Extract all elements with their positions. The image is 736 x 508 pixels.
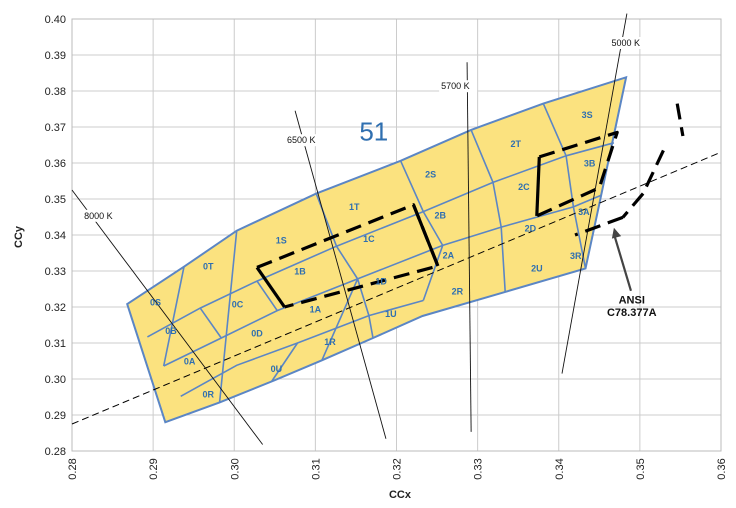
- x-tick-label: 0.32: [392, 458, 404, 479]
- bin-label: 0A: [184, 357, 196, 367]
- ansi-quadrangle-side: [535, 156, 541, 216]
- ansi-quadrangle-side: [255, 266, 286, 308]
- bin-label: 1D: [375, 277, 387, 287]
- bin-label: 0U: [271, 364, 283, 374]
- bin-labels: 0S 0B 0A 0R 0T 0C 0D 0U 1S 1B 1A 1R 1T 1C 1D 1U 2S 2B 2A 2R…: [150, 110, 657, 400]
- annotation-51: 51: [359, 117, 388, 147]
- y-tick-label: 0.40: [45, 14, 66, 26]
- x-tick-label: 0.31: [310, 458, 322, 479]
- ansi-quadrangles: [255, 103, 685, 309]
- y-tick-label: 0.28: [45, 446, 66, 458]
- annotation-ansi: ANSI: [619, 294, 645, 306]
- y-tick-label: 0.33: [45, 266, 66, 278]
- bin-label: 0C: [232, 300, 244, 310]
- bin-divider-line: [218, 230, 238, 403]
- x-axis-title: CCx: [389, 489, 412, 501]
- bin-label: 1A: [310, 304, 322, 314]
- ansi-quadrangle-dashed: [574, 215, 624, 237]
- reference-lines: 8000 K 6500 K 5700 K 5000 K: [71, 13, 722, 445]
- bin-label: 1T: [349, 202, 360, 212]
- bin-divider-line: [542, 103, 587, 269]
- isotherm-line: [294, 110, 387, 439]
- isotherm-label-bg: [82, 209, 121, 222]
- isotherm-label-bg: [284, 134, 323, 147]
- x-tick-label: 0.28: [67, 458, 79, 479]
- x-tick-label: 0.33: [473, 458, 485, 479]
- bin-divider-line: [163, 194, 602, 367]
- axes: 0.28 0.29 0.30 0.31 0.32 0.33 0.34 0.35 0.36 0.28…: [45, 14, 728, 480]
- x-tick-label: 0.34: [554, 458, 566, 479]
- bin-label: 3B: [584, 159, 596, 169]
- y-tick-label: 0.37: [45, 122, 66, 134]
- bin-label: 0D: [251, 329, 263, 339]
- bin-divider-line: [256, 280, 278, 312]
- bin-label: 1R: [324, 337, 336, 347]
- planckian-locus-line: [71, 151, 722, 425]
- y-tick-label: 0.39: [45, 50, 66, 62]
- isotherm-label: 5000 K: [611, 38, 640, 48]
- bin-label: 0R: [203, 390, 215, 400]
- ansi-quadrangle-dashed: [641, 149, 665, 195]
- bin-label: 1B: [294, 267, 306, 277]
- y-tick-label: 0.30: [45, 374, 66, 386]
- bin-divider-line: [470, 129, 506, 292]
- bin-label: 3S: [582, 110, 593, 120]
- bin-label: 1C: [363, 234, 375, 244]
- y-tick-label: 0.36: [45, 158, 66, 170]
- bin-label: 3A: [578, 207, 590, 217]
- isotherm-line: [71, 189, 264, 445]
- annotation-ansi-standard: C78.377A: [607, 307, 657, 319]
- isotherm-label-bg: [609, 37, 648, 49]
- ansi-quadrangle-side: [412, 204, 440, 267]
- bin-label: 2D: [525, 223, 537, 233]
- ansi-arrow-head: [611, 227, 622, 239]
- y-tick-label: 0.32: [45, 302, 66, 314]
- x-tick-label: 0.36: [716, 458, 728, 479]
- bin-label: 2C: [518, 182, 530, 192]
- bin-label: 2A: [443, 250, 455, 260]
- bin-label: 0S: [150, 298, 161, 308]
- bin-label: 0B: [165, 326, 177, 336]
- ansi-quadrangle-dashed: [536, 130, 619, 218]
- x-tick-label: 0.35: [635, 458, 647, 479]
- bin-divider-line: [270, 342, 299, 382]
- plot-frame: [71, 18, 722, 452]
- isotherm-label: 5700 K: [441, 81, 470, 91]
- bin-divider-line: [162, 266, 185, 367]
- bin-label: 1U: [385, 309, 397, 319]
- y-axis-title: CCy: [13, 225, 25, 248]
- ansi-arrow-shaft: [612, 233, 633, 292]
- bin-label: 0T: [203, 262, 214, 272]
- bin-regions: [126, 75, 628, 424]
- bin-label: 2R: [452, 286, 464, 296]
- bin-label: 2B: [435, 210, 447, 220]
- y-tick-label: 0.31: [45, 338, 66, 350]
- y-tick-label: 0.38: [45, 86, 66, 98]
- y-tick-label: 0.35: [45, 194, 66, 206]
- isotherm-label-bg: [439, 80, 478, 93]
- bin-divider-line: [147, 142, 615, 338]
- bin-label: 2S: [425, 169, 436, 179]
- bin-label: 2T: [510, 139, 521, 149]
- bin-divider-line: [321, 278, 359, 361]
- ansi-quadrangle-dashed: [675, 103, 685, 137]
- bin-label: 1S: [276, 235, 287, 245]
- y-tick-label: 0.29: [45, 410, 66, 422]
- bin-divider-line: [199, 307, 222, 339]
- y-tick-label: 0.34: [45, 230, 66, 242]
- isotherm-line: [561, 13, 628, 374]
- x-tick-label: 0.29: [148, 458, 160, 479]
- x-tick-label: 0.30: [229, 458, 241, 479]
- bin-label: 3R: [570, 251, 582, 261]
- isotherm-label: 8000 K: [84, 211, 113, 221]
- isotherm-line: [466, 62, 472, 432]
- bin-region-outline: [126, 75, 628, 424]
- isotherm-label: 6500 K: [287, 135, 316, 145]
- bin-label: 2U: [531, 264, 543, 274]
- ansi-quadrangle-dashed: [621, 192, 645, 219]
